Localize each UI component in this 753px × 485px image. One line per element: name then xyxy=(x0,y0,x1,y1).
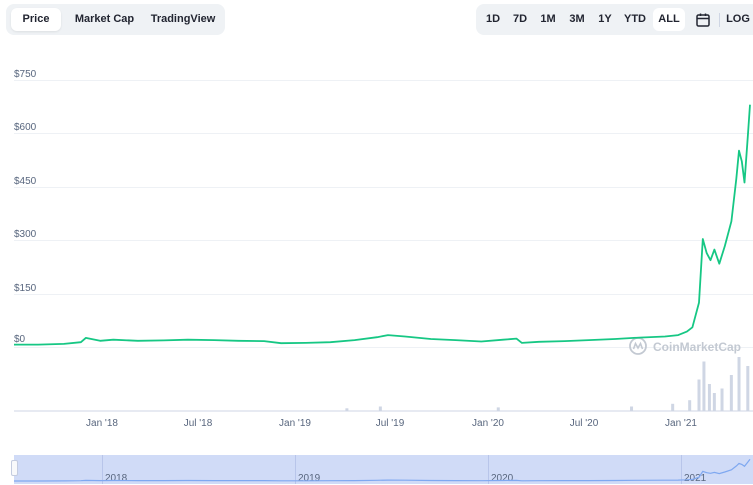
tab-price[interactable]: Price xyxy=(11,8,61,31)
volume-bar xyxy=(496,407,500,411)
volume-bar xyxy=(746,366,750,411)
navigator-year-label: 2021 xyxy=(684,473,707,484)
coinmarketcap-logo-icon xyxy=(628,336,648,359)
y-tick-label: $450 xyxy=(14,176,37,187)
gridline xyxy=(14,187,753,188)
x-tick-label: Jan '21 xyxy=(665,418,697,429)
y-tick-label: $600 xyxy=(14,122,37,133)
range-1y[interactable]: 1Y xyxy=(598,13,612,25)
range-divider xyxy=(719,13,720,27)
x-tick-label: Jan '18 xyxy=(86,418,118,429)
x-tick-label: Jul '18 xyxy=(183,418,213,429)
volume-bar xyxy=(707,384,711,411)
x-tick-label: Jul '19 xyxy=(375,418,405,429)
time-range-tabs: 1D 7D 1M 3M 1Y YTD ALL LOG xyxy=(476,4,753,35)
gridline xyxy=(14,240,753,241)
gridline xyxy=(14,294,753,295)
range-1m[interactable]: 1M xyxy=(540,13,556,25)
volume-bar xyxy=(378,406,382,411)
watermark: CoinMarketCap xyxy=(628,336,742,359)
chart-mode-tabs: Price Market Cap TradingView xyxy=(6,4,225,35)
range-ytd[interactable]: YTD xyxy=(624,13,646,25)
gridline xyxy=(14,80,753,81)
navigator-year-tick xyxy=(488,455,489,484)
x-tick-label: Jan '19 xyxy=(279,418,311,429)
range-3m[interactable]: 3M xyxy=(569,13,585,25)
y-tick-label: $750 xyxy=(14,69,37,80)
navigator-year-label: 2020 xyxy=(491,473,514,484)
volume-bar xyxy=(630,406,634,411)
y-tick-label: $0 xyxy=(14,334,26,345)
gridline xyxy=(14,347,753,348)
x-tick-label: Jan '20 xyxy=(472,418,504,429)
volume-bar xyxy=(702,361,706,411)
tab-tradingview[interactable]: TradingView xyxy=(150,13,216,25)
x-tick-label: Jul '20 xyxy=(569,418,599,429)
navigator-left-handle[interactable] xyxy=(11,460,18,476)
volume-bar xyxy=(697,379,701,411)
price-line xyxy=(14,104,751,346)
volume-bar xyxy=(737,357,741,411)
navigator-year-tick xyxy=(102,455,103,484)
range-1d[interactable]: 1D xyxy=(485,13,501,25)
gridline xyxy=(14,133,753,134)
navigator-year-label: 2018 xyxy=(105,473,128,484)
range-all[interactable]: ALL xyxy=(653,8,685,31)
log-toggle[interactable]: LOG xyxy=(726,13,750,25)
navigator-year-tick xyxy=(295,455,296,484)
watermark-text: CoinMarketCap xyxy=(653,340,742,354)
volume-bar xyxy=(345,408,349,411)
volume-bar xyxy=(671,403,675,411)
navigator-year-label: 2019 xyxy=(298,473,321,484)
navigator-year-tick xyxy=(681,455,682,484)
volume-bar xyxy=(720,388,724,411)
y-tick-label: $150 xyxy=(14,283,37,294)
range-7d[interactable]: 7D xyxy=(512,13,528,25)
tab-market-cap[interactable]: Market Cap xyxy=(74,13,135,25)
volume-bar xyxy=(712,393,716,411)
volume-bar xyxy=(729,375,733,411)
volume-bar xyxy=(688,400,692,411)
calendar-icon[interactable] xyxy=(695,12,711,28)
y-tick-label: $300 xyxy=(14,229,37,240)
